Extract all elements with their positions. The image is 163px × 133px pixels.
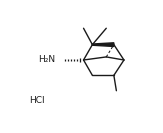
Text: H₂N: H₂N — [38, 55, 55, 65]
Text: HCl: HCl — [29, 96, 45, 105]
Polygon shape — [92, 43, 114, 46]
